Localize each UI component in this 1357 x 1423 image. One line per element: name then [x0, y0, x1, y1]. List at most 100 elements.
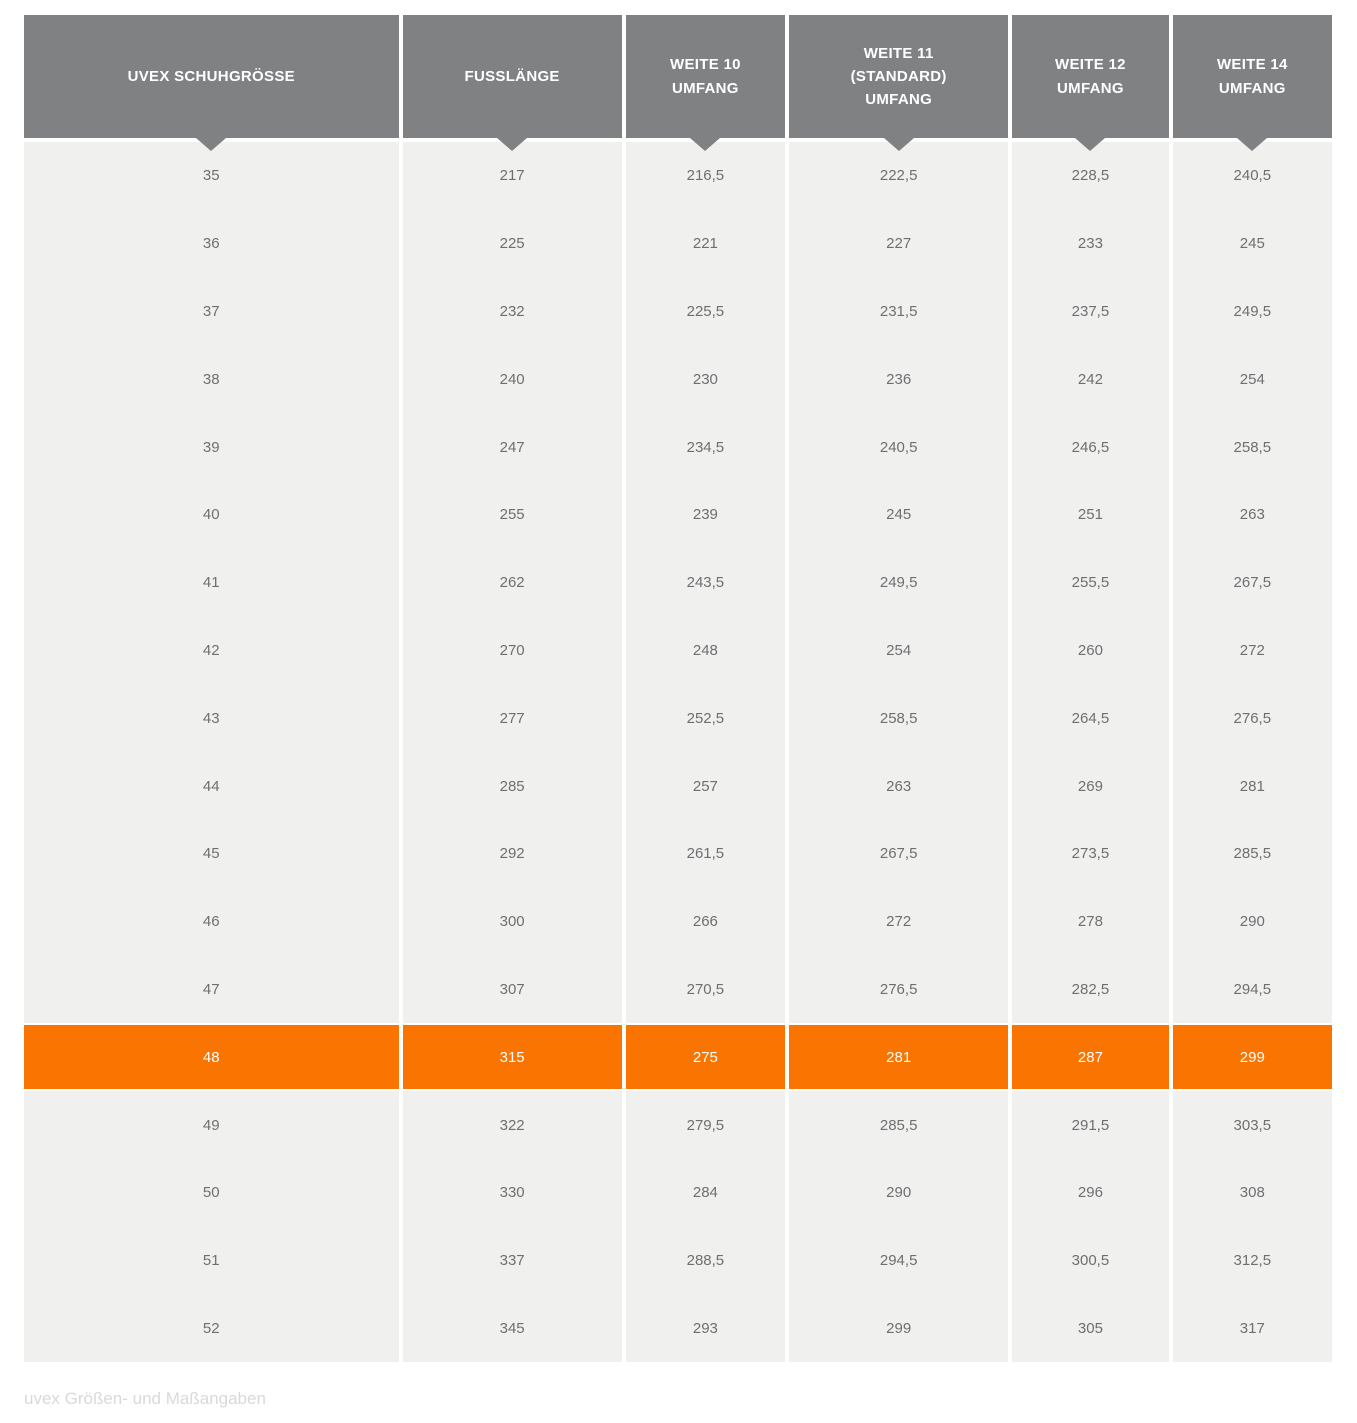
table-row[interactable]: 38 240 230 236 242 254	[24, 345, 1332, 414]
table-cell: 285,5	[789, 1091, 1009, 1159]
table-cell: 240,5	[789, 413, 1009, 481]
table-cell: 276,5	[789, 955, 1009, 1024]
table-cell: 300	[402, 887, 622, 956]
table-cell: 285,5	[1172, 819, 1332, 888]
table-cell: 290	[1172, 887, 1332, 956]
table-cell: 267,5	[789, 819, 1009, 888]
table-row[interactable]: 45 292 261,5 267,5 273,5 285,5	[24, 819, 1332, 888]
table-cell: 270	[402, 616, 622, 685]
table-cell: 315	[402, 1025, 622, 1090]
table-header-row: UVEX SCHUHGRÖSSE FUSSLÄNGE WEITE 10 UMFAN…	[24, 15, 1332, 151]
column-header: WEITE 12 UMFANG	[1012, 15, 1169, 151]
column-header-label: UMFANG	[1057, 79, 1124, 97]
table-row[interactable]: 49 322 279,5 285,5 291,5 303,5	[24, 1091, 1332, 1159]
table-cell: 272	[789, 887, 1009, 956]
table-cell: 337	[402, 1226, 622, 1295]
table-cell: 282,5	[1012, 955, 1169, 1024]
column-header-text: WEITE 14 UMFANG	[1217, 53, 1288, 100]
table-cell: 251	[1012, 480, 1169, 549]
table-cell: 255,5	[1012, 548, 1169, 617]
table-row[interactable]: 47 307 270,5 276,5 282,5 294,5	[24, 955, 1332, 1024]
table-cell: 288,5	[625, 1226, 786, 1295]
table-row[interactable]: 42 270 248 254 260 272	[24, 616, 1332, 685]
table-cell: 246,5	[1012, 413, 1169, 481]
triangle-down-icon	[1075, 138, 1106, 151]
table-cell: 227	[789, 209, 1009, 278]
table-cell: 294,5	[789, 1226, 1009, 1295]
table-cell: 330	[402, 1158, 622, 1227]
table-cell: 263	[789, 752, 1009, 820]
table-cell: 254	[1172, 345, 1332, 414]
table-cell: 239	[625, 480, 786, 549]
table-cell: 275	[625, 1025, 786, 1090]
triangle-down-icon	[1237, 138, 1268, 151]
table-row[interactable]: 44 285 257 263 269 281	[24, 752, 1332, 820]
table-cell: 245	[1172, 209, 1332, 278]
table-cell: 240,5	[1172, 142, 1332, 210]
table-cell: 245	[789, 480, 1009, 549]
table-cell: 279,5	[625, 1091, 786, 1159]
table-row[interactable]: 43 277 252,5 258,5 264,5 276,5	[24, 684, 1332, 753]
table-cell: 299	[1172, 1025, 1332, 1090]
column-header-text: UVEX SCHUHGRÖSSE	[128, 65, 295, 88]
table-cell: 48	[24, 1025, 399, 1090]
table-cell: 263	[1172, 480, 1332, 549]
table-row[interactable]: 50 330 284 290 296 308	[24, 1158, 1332, 1227]
table-cell: 46	[24, 887, 399, 956]
column-header-label: WEITE 11	[863, 44, 934, 62]
table-cell: 35	[24, 142, 399, 210]
table-cell: 49	[24, 1091, 399, 1159]
table-cell: 296	[1012, 1158, 1169, 1227]
table-cell: 277	[402, 684, 622, 753]
table-cell: 231,5	[789, 277, 1009, 346]
table-cell: 287	[1012, 1025, 1169, 1090]
table-cell: 252,5	[625, 684, 786, 753]
table-cell: 284	[625, 1158, 786, 1227]
column-header-text: WEITE 12 UMFANG	[1055, 53, 1126, 100]
table-cell: 312,5	[1172, 1226, 1332, 1295]
column-header: WEITE 11 (STANDARD) UMFANG	[789, 15, 1009, 151]
table-caption: uvex Größen- und Maßangaben	[24, 1389, 266, 1409]
table-cell: 38	[24, 345, 399, 414]
column-header-label: (STANDARD)	[850, 67, 947, 85]
table-row[interactable]: 46 300 266 272 278 290	[24, 887, 1332, 956]
table-cell: 50	[24, 1158, 399, 1227]
table-cell: 345	[402, 1294, 622, 1363]
table-cell: 254	[789, 616, 1009, 685]
table-cell: 292	[402, 819, 622, 888]
triangle-down-icon	[497, 138, 528, 151]
triangle-down-icon	[196, 138, 227, 151]
column-header-label: WEITE 14	[1216, 56, 1288, 74]
column-header: WEITE 10 UMFANG	[625, 15, 786, 151]
table-cell: 39	[24, 413, 399, 481]
table-cell: 257	[625, 752, 786, 820]
table-cell: 44	[24, 752, 399, 820]
table-cell: 272	[1172, 616, 1332, 685]
table-row[interactable]: 39 247 234,5 240,5 246,5 258,5	[24, 413, 1332, 481]
table-row[interactable]: 51 337 288,5 294,5 300,5 312,5	[24, 1226, 1332, 1295]
table-cell: 260	[1012, 616, 1169, 685]
column-header: WEITE 14 UMFANG	[1172, 15, 1332, 151]
table-cell: 290	[789, 1158, 1009, 1227]
table-row[interactable]: 48 315 275 281 287 299	[24, 1023, 1332, 1092]
column-header-label: UVEX SCHUHGRÖSSE	[127, 67, 295, 85]
table-cell: 273,5	[1012, 819, 1169, 888]
table-cell: 303,5	[1172, 1091, 1332, 1159]
table-cell: 258,5	[789, 684, 1009, 753]
table-row[interactable]: 37 232 225,5 231,5 237,5 249,5	[24, 277, 1332, 346]
table-row[interactable]: 35 217 216,5 222,5 228,5 240,5	[24, 142, 1332, 210]
table-cell: 317	[1172, 1294, 1332, 1363]
table-cell: 221	[625, 209, 786, 278]
table-cell: 262	[402, 548, 622, 617]
table-row[interactable]: 52 345 293 299 305 317	[24, 1294, 1332, 1363]
table-row[interactable]: 40 255 239 245 251 263	[24, 480, 1332, 549]
table-cell: 36	[24, 209, 399, 278]
table-cell: 266	[625, 887, 786, 956]
table-cell: 240	[402, 345, 622, 414]
column-header-label: FUSSLÄNGE	[464, 67, 560, 85]
column-header-label: UMFANG	[671, 79, 739, 97]
table-row[interactable]: 41 262 243,5 249,5 255,5 267,5	[24, 548, 1332, 617]
table-row[interactable]: 36 225 221 227 233 245	[24, 209, 1332, 278]
column-header-text: WEITE 11 (STANDARD) UMFANG	[851, 42, 947, 112]
